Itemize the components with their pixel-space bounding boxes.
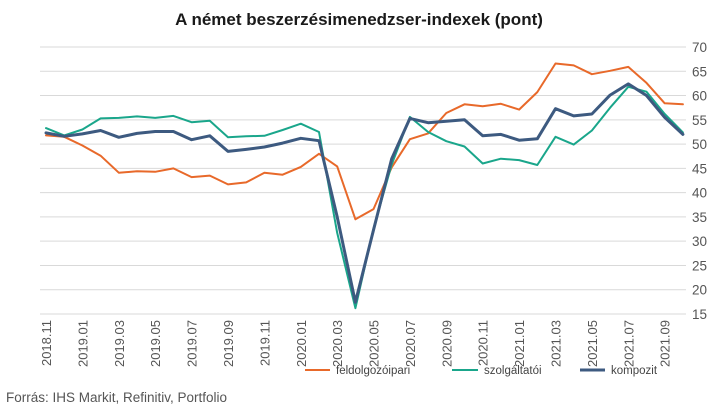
y-tick-label: 25: [692, 258, 707, 273]
y-tick-label: 45: [692, 161, 707, 176]
x-tick-label: 2020.01: [294, 320, 309, 367]
x-tick-label: 2019.05: [148, 320, 163, 367]
y-tick-label: 40: [692, 186, 707, 201]
y-tick-label: 65: [692, 64, 707, 79]
x-tick-label: 2021.03: [549, 320, 564, 367]
y-tick-label: 15: [692, 307, 707, 322]
x-tick-label: 2019.01: [75, 320, 90, 367]
x-tick-label: 2020.11: [476, 320, 491, 366]
series-line-feldolgozóipari: [45, 62, 684, 221]
y-tick-label: 20: [692, 283, 707, 298]
x-tick-label: 2020.05: [367, 320, 382, 367]
legend-label: kompozit: [611, 365, 658, 377]
y-tick-label: 35: [692, 210, 707, 225]
legend-label: feldolgozóipari: [336, 365, 410, 377]
source-note: Forrás: IHS Markit, Refinitiv, Portfolio: [6, 390, 228, 405]
x-tick-label: 2021.09: [658, 320, 673, 367]
legend-label: szolgáltatói: [484, 365, 542, 377]
chart-title: A német beszerzésimenedzser-indexek (pon…: [175, 10, 543, 29]
x-tick-label: 2020.09: [439, 320, 454, 367]
y-tick-label: 55: [692, 113, 707, 128]
x-tick-label: 2021.01: [512, 320, 527, 367]
x-tick-label: 2019.09: [221, 320, 236, 367]
x-tick-label: 2020.03: [330, 320, 345, 367]
x-tick-label: 2021.07: [621, 320, 636, 367]
y-tick-label: 60: [692, 89, 707, 104]
x-tick-label: 2019.03: [112, 320, 127, 367]
x-tick-label: 2019.11: [257, 320, 272, 366]
y-tick-label: 70: [692, 40, 707, 55]
x-tick-label: 2020.07: [403, 320, 418, 367]
x-tick-label: 2021.05: [585, 320, 600, 367]
x-tick-label: 2019.07: [185, 320, 200, 367]
x-tick-label: 2018.11: [39, 320, 54, 366]
y-tick-label: 50: [692, 137, 707, 152]
series-line-kompozit: [44, 82, 685, 304]
y-tick-label: 30: [692, 234, 707, 249]
